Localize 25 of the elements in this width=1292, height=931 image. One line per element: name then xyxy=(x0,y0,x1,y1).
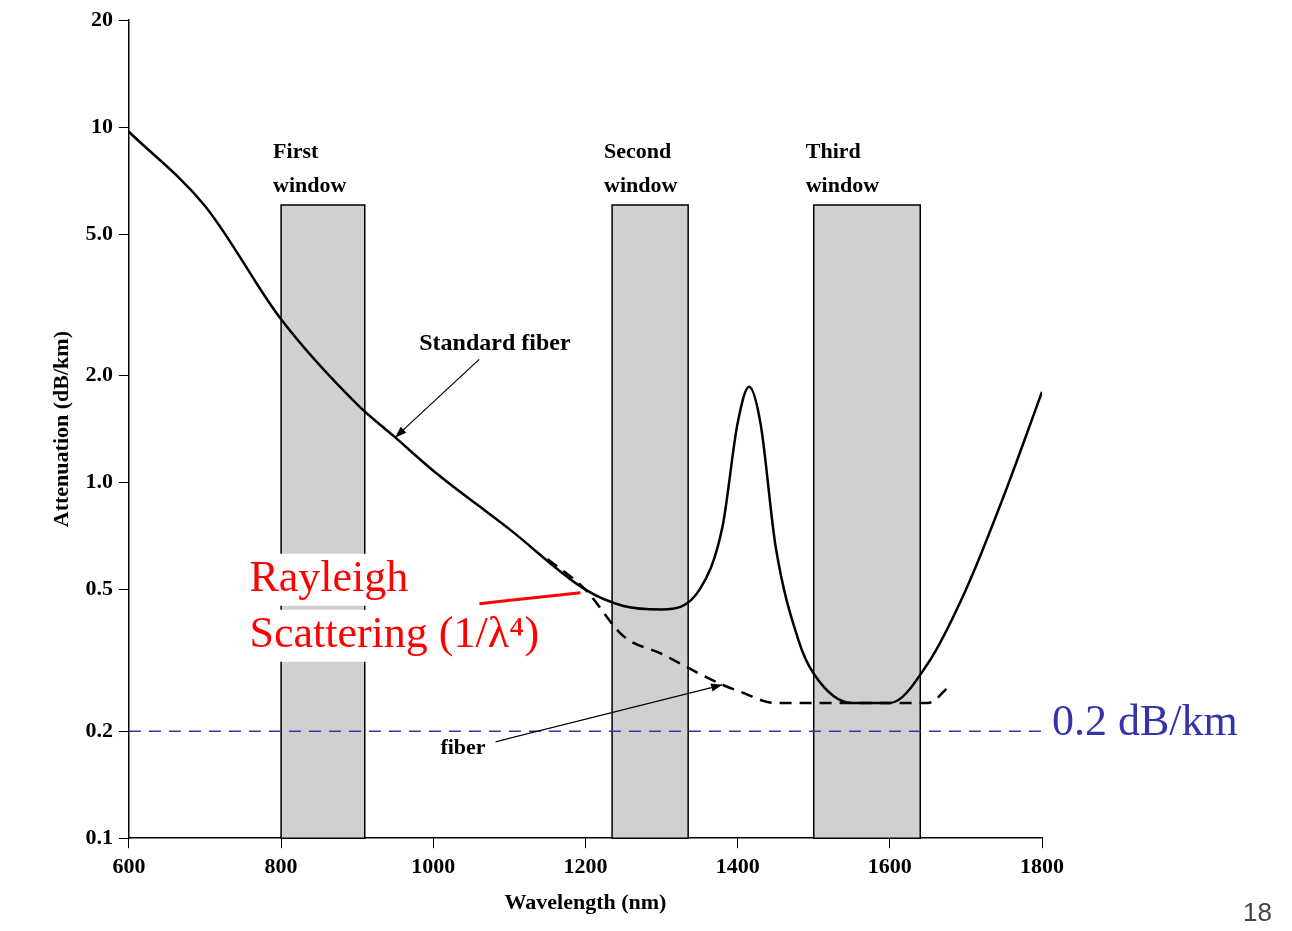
x-tick-label: 1400 xyxy=(715,853,760,879)
ref-line-label: 0.2 dB/km xyxy=(1052,695,1238,745)
y-axis-title: Attenuation (dB/km) xyxy=(47,331,73,528)
x-tick-label: 1600 xyxy=(867,853,912,879)
annotation: Rayleigh Scattering (1/λ⁴) xyxy=(249,552,540,658)
annotation: Standard fiber xyxy=(419,328,571,355)
x-axis-title: Wavelength (nm) xyxy=(504,889,667,915)
y-tick-label: 0.2 xyxy=(85,716,113,742)
band-label: Second window xyxy=(604,137,678,197)
x-tick-label: 1800 xyxy=(1020,853,1064,879)
text: 18 xyxy=(1243,897,1272,928)
x-tick-label: 600 xyxy=(112,853,146,879)
band-label: Third window xyxy=(805,137,880,197)
y-tick-label: 20 xyxy=(90,5,113,31)
y-tick-label: 0.1 xyxy=(85,823,113,849)
annotation: fiber xyxy=(440,733,486,759)
y-tick-label: 1.0 xyxy=(85,468,113,494)
y-tick-label: 10 xyxy=(90,112,113,138)
x-tick-label: 1000 xyxy=(411,853,456,879)
y-tick-label: 0.5 xyxy=(85,575,113,601)
band-label: First window xyxy=(273,137,347,197)
y-tick-label: 5.0 xyxy=(85,219,113,245)
y-tick-label: 2.0 xyxy=(85,361,113,387)
x-tick-label: 1200 xyxy=(563,853,608,879)
x-tick-label: 800 xyxy=(264,853,298,879)
